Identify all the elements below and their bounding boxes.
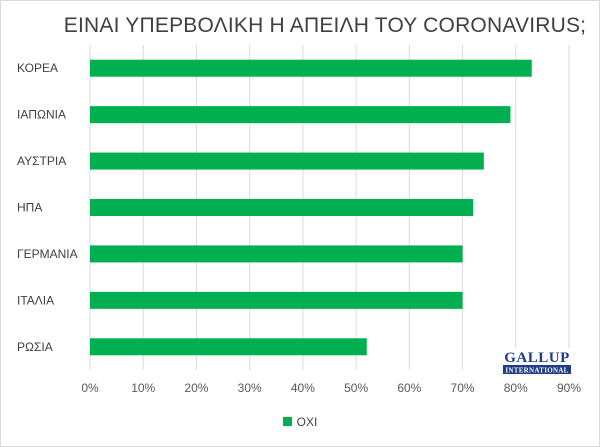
category-label: ΡΩΣΙΑ [17, 340, 53, 354]
bar [90, 59, 532, 77]
category-labels: ΚΟΡΕΑ ΙΑΠΩΝΙΑ ΑΥΣΤΡΙΑ ΗΠΑ ΓΕΡΜΑΝΙΑ ΙΤΑΛΙΑ ΡΩΣΙ… [17, 61, 78, 354]
x-tick-label: 90% [557, 381, 581, 395]
x-tick-label: 50% [344, 381, 368, 395]
x-tick-label: 80% [504, 381, 528, 395]
x-tick-label: 10% [131, 381, 155, 395]
category-label: ΚΟΡΕΑ [17, 61, 58, 75]
category-label: ΙΑΠΩΝΙΑ [17, 108, 66, 122]
bar [90, 291, 463, 309]
bar [90, 106, 511, 124]
chart-title: ΕΙΝΑΙ ΥΠΕΡΒΟΛΙΚΗ Η ΑΠΕΙΛΗ ΤΟΥ CORONAVIRU… [63, 14, 587, 37]
legend-label: ΟΧΙ [296, 414, 318, 429]
x-tick-label: 40% [291, 381, 315, 395]
bar [90, 152, 484, 170]
x-tick-label: 70% [451, 381, 475, 395]
svg-text:GALLUP: GALLUP [504, 350, 570, 366]
svg-text:INTERNATIONAL: INTERNATIONAL [505, 367, 568, 375]
category-label: ΑΥΣΤΡΙΑ [17, 154, 66, 168]
x-tick-label: 0% [81, 381, 99, 395]
x-tick-label: 30% [238, 381, 262, 395]
legend: ΟΧΙ [0, 414, 600, 429]
bar [90, 199, 474, 216]
legend-swatch [282, 417, 292, 427]
category-label: ΓΕΡΜΑΝΙΑ [17, 247, 78, 261]
bar [90, 338, 367, 356]
gallup-international-logo: GALLUP INTERNATIONAL [503, 348, 571, 376]
x-tick-label: 60% [397, 381, 421, 395]
category-label: ΙΤΑΛΙΑ [17, 293, 54, 307]
x-axis-ticks: 0% 10% 20% 30% 40% 50% 60% 70% 80% 90% [81, 381, 581, 395]
category-label: ΗΠΑ [17, 201, 42, 215]
x-tick-label: 20% [184, 381, 208, 395]
bars [90, 59, 532, 356]
bar [90, 245, 463, 263]
